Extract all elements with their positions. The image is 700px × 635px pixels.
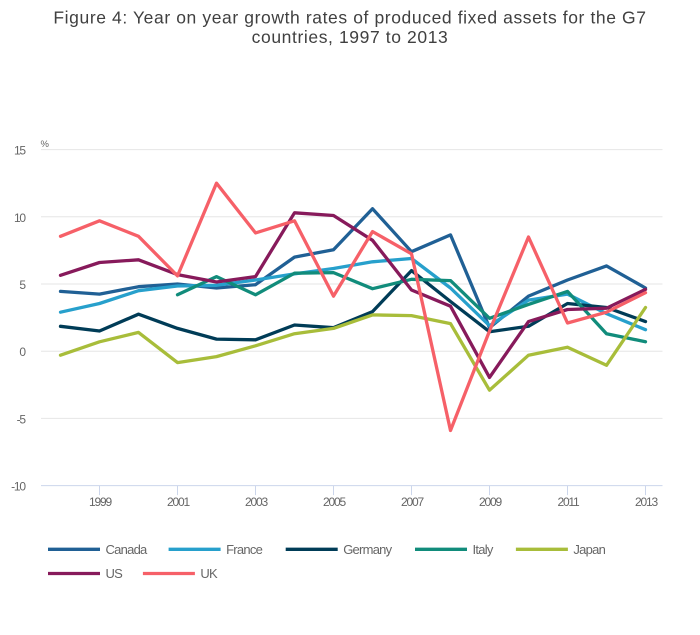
svg-text:15: 15 <box>14 144 26 158</box>
svg-text:Canada: Canada <box>106 542 149 557</box>
svg-text:2007: 2007 <box>401 495 424 509</box>
svg-text:5: 5 <box>19 278 26 292</box>
svg-text:Italy: Italy <box>473 542 494 557</box>
svg-text:countries, 1997 to 2013: countries, 1997 to 2013 <box>252 27 449 47</box>
svg-text:2005: 2005 <box>323 495 346 509</box>
svg-text:Germany: Germany <box>343 542 392 557</box>
svg-text:Figure 4: Year on year growth: Figure 4: Year on year growth rates of p… <box>53 7 646 27</box>
svg-text:US: US <box>106 566 124 581</box>
svg-text:2013: 2013 <box>635 495 658 509</box>
svg-text:0: 0 <box>19 345 26 359</box>
svg-text:France: France <box>226 542 262 557</box>
svg-text:%: % <box>41 139 50 150</box>
svg-text:2011: 2011 <box>557 495 580 509</box>
svg-text:Japan: Japan <box>573 542 605 557</box>
svg-text:2001: 2001 <box>167 495 190 509</box>
svg-text:-10: -10 <box>11 480 26 494</box>
svg-text:1999: 1999 <box>89 495 112 509</box>
svg-text:2003: 2003 <box>245 495 268 509</box>
svg-text:UK: UK <box>200 566 218 581</box>
svg-text:10: 10 <box>14 211 26 225</box>
svg-text:2009: 2009 <box>479 495 502 509</box>
svg-text:-5: -5 <box>17 412 27 426</box>
